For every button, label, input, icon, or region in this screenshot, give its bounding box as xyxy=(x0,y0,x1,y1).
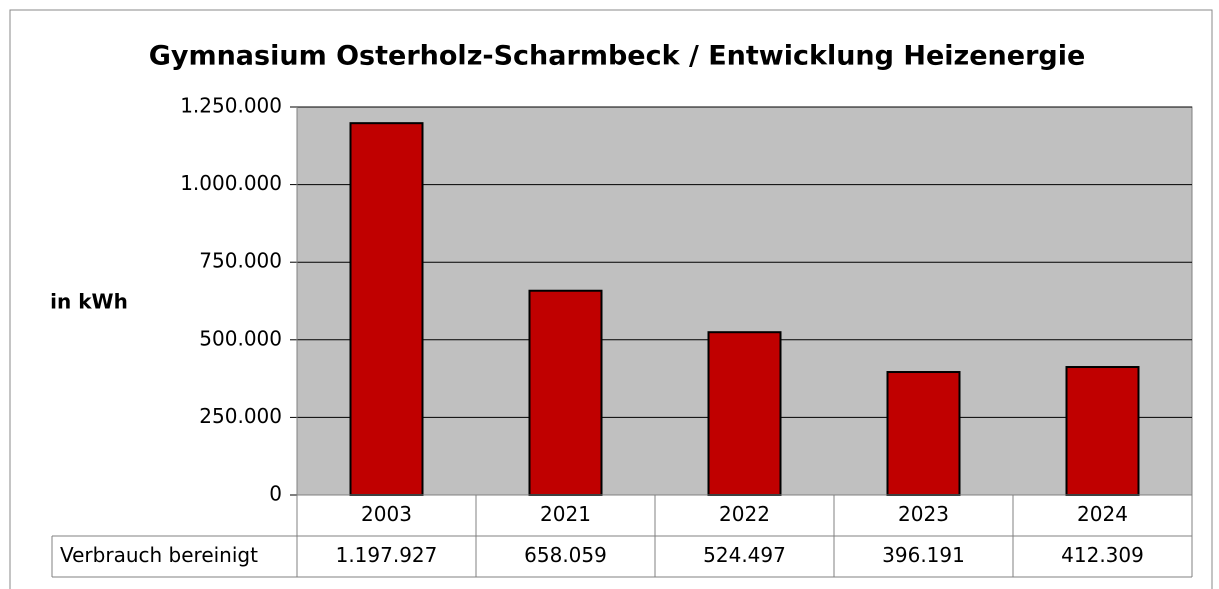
table-value: 1.197.927 xyxy=(336,543,438,567)
bar xyxy=(886,371,961,496)
legend-entry: Verbrauch bereinigt xyxy=(60,543,258,567)
table-value: 396.191 xyxy=(882,543,965,567)
x-tick-label: 2023 xyxy=(898,502,949,526)
bar xyxy=(1065,366,1140,496)
bar xyxy=(349,122,424,497)
x-tick-label: 2021 xyxy=(540,502,591,526)
y-tick-label: 0 xyxy=(269,482,282,506)
bar xyxy=(528,289,603,497)
chart-title: Gymnasium Osterholz-Scharmbeck / Entwick… xyxy=(149,41,1086,72)
x-tick-label: 2022 xyxy=(719,502,770,526)
y-axis-label: in kWh xyxy=(50,290,128,314)
y-tick-label: 250.000 xyxy=(199,404,282,428)
y-tick-label: 1.250.000 xyxy=(180,94,282,118)
chart-frame xyxy=(9,9,1213,589)
x-tick-label: 2024 xyxy=(1077,502,1128,526)
bar xyxy=(707,331,782,496)
table-value: 412.309 xyxy=(1061,543,1144,567)
table-value: 658.059 xyxy=(524,543,607,567)
y-tick-label: 750.000 xyxy=(199,249,282,273)
table-value: 524.497 xyxy=(703,543,786,567)
x-tick-label: 2003 xyxy=(361,502,412,526)
y-tick-label: 500.000 xyxy=(199,326,282,350)
y-tick-label: 1.000.000 xyxy=(180,171,282,195)
